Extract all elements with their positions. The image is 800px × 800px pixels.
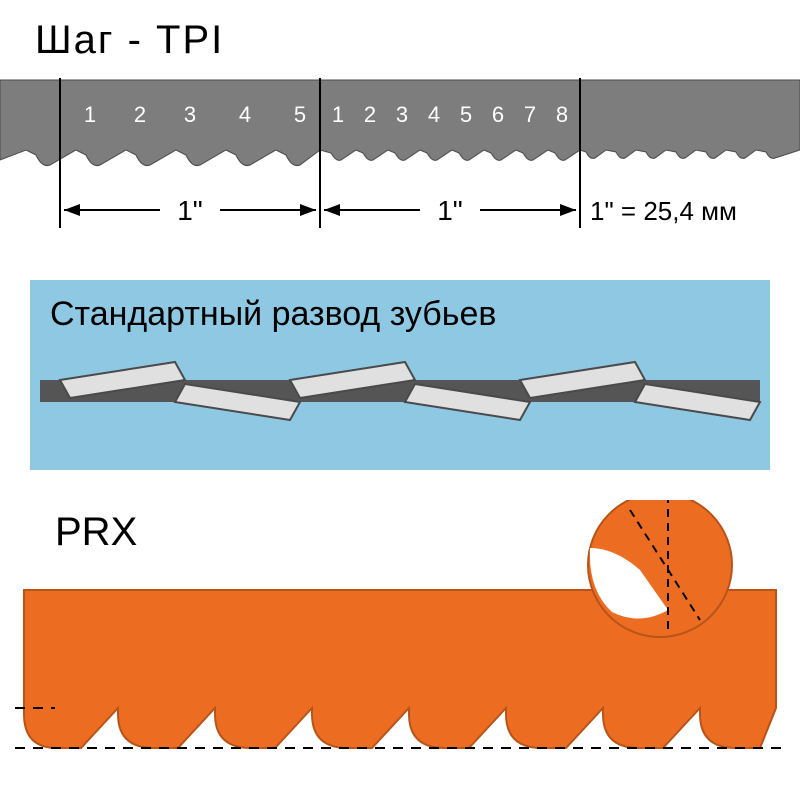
prx-magnify [588,500,732,637]
tpi-seg1-label-4: 4 [239,102,251,127]
tpi-seg2-label-2: 2 [364,102,376,127]
tpi-seg2-label-5: 5 [460,102,472,127]
tpi-seg2-label-4: 4 [428,102,440,127]
prx-diagram [0,500,800,800]
tpi-seg1-label-2: 2 [134,102,146,127]
tpi-dim1-label: 1" [177,195,203,226]
tpi-seg1-label-3: 3 [184,102,196,127]
tpi-seg1-label-1: 1 [84,102,96,127]
tpi-conversion: 1" = 25,4 мм [590,196,737,226]
tpi-seg2-label-1: 1 [332,102,344,127]
tpi-seg2-label-6: 6 [492,102,504,127]
tpi-blade-diagram: 1 2 3 4 5 1 2 3 4 5 6 7 8 1" 1" 1" = 25,… [0,0,800,250]
tpi-seg2-label-8: 8 [556,102,568,127]
tpi-seg2-label-3: 3 [396,102,408,127]
tpi-seg1-label-5: 5 [294,102,306,127]
tpi-seg2-label-7: 7 [524,102,536,127]
set-diagram [0,280,800,480]
tpi-dim2-left-arrow [324,204,340,216]
tpi-dim2-label: 1" [437,195,463,226]
tpi-dim2-right-arrow [560,204,576,216]
tpi-dim1-left-arrow [64,204,80,216]
tpi-dim1-right-arrow [300,204,316,216]
